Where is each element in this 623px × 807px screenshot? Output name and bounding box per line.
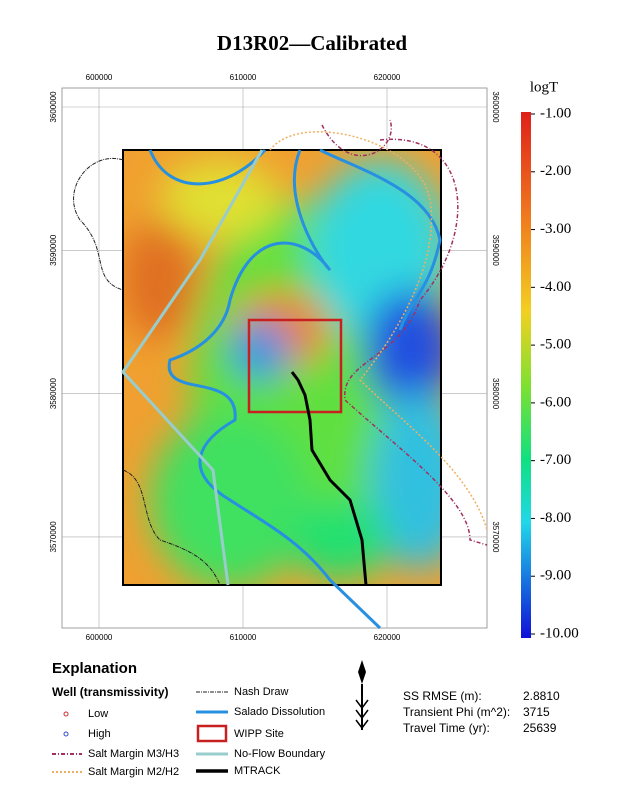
y-tick-label: 3600000 [491,91,500,123]
title: D13R02—Calibrated [217,31,407,55]
x-tick-label: 620000 [374,73,401,82]
stats: SS RMSE (m): 2.8810 Transient Phi (m^2): 37… [403,689,560,735]
y-tick-label: 3580000 [49,377,58,409]
colorbar-label: -1.00 [540,105,571,121]
nash-draw [73,157,221,586]
colorbar-label: -3.00 [540,221,571,237]
x-tick-label: 610000 [230,73,257,82]
stat-label: Transient Phi (m^2): [403,705,510,719]
colorbar-label: -8.00 [540,510,571,526]
x-tick-label: 610000 [230,633,257,642]
legend-label: Salt Margin M2/H2 [88,766,179,778]
colorbar-label: -9.00 [540,568,571,584]
salado-dissolution [319,148,442,331]
colorbar-label: -6.00 [540,394,571,410]
legend-label: Salt Margin M3/H3 [88,748,179,760]
y-tick-label: 3590000 [49,234,58,266]
y-tick-label: 3580000 [491,378,500,410]
stat-value: 3715 [523,705,550,719]
y-tick-label: 3590000 [491,235,500,267]
colorbar-label: -2.00 [540,163,571,179]
transmissivity-field [123,150,441,585]
legend-subheading: Well (transmissivity) [52,685,168,699]
y-tick-label: 3600000 [49,91,58,123]
x-tick-label: 600000 [86,633,113,642]
legend-label: High [88,728,111,740]
legend-label: WIPP Site [234,728,284,740]
legend-symbol [196,724,228,743]
salt-margin-m2 [269,131,488,531]
salt-margin-m3 [321,119,488,546]
legend-label: MTRACK [234,765,281,777]
stat-label: Travel Time (yr): [403,721,490,735]
x-tick-label: 620000 [374,633,401,642]
y-tick-label: 3570000 [491,521,500,553]
x-tick-label: 600000 [86,73,113,82]
colorbar-label: -5.00 [540,337,571,353]
salado-dissolution [148,149,382,630]
legend-symbol [63,711,69,717]
wipp-site [247,318,343,414]
stat-label: SS RMSE (m): [403,689,482,703]
colorbar [521,112,531,638]
map: 600000 600000 610000 610000 620000 620000 3600… [49,73,500,642]
y-tick-label: 3570000 [49,521,58,553]
legend-label: Low [88,708,108,720]
legend-label: Nash Draw [234,686,288,698]
stat-value: 2.8810 [523,689,560,703]
colorbar-label: -7.00 [540,452,571,468]
colorbar-label: -10.00 [540,625,579,641]
model-boundary [122,149,442,586]
colorbar-label: -4.00 [540,279,571,295]
legend-symbol [63,731,69,737]
stat-value: 25639 [523,721,557,735]
legend-label: No-Flow Boundary [234,748,326,760]
legend-heading: Explanation [52,660,137,677]
legend-label: Salado Dissolution [234,706,325,718]
north-arrow [355,660,369,730]
legend: Explanation Well (transmissivity) Low Hi… [52,660,326,778]
mtrack-path [290,371,368,586]
no-flow-boundary [121,149,264,586]
colorbar-title: logT [530,79,558,95]
